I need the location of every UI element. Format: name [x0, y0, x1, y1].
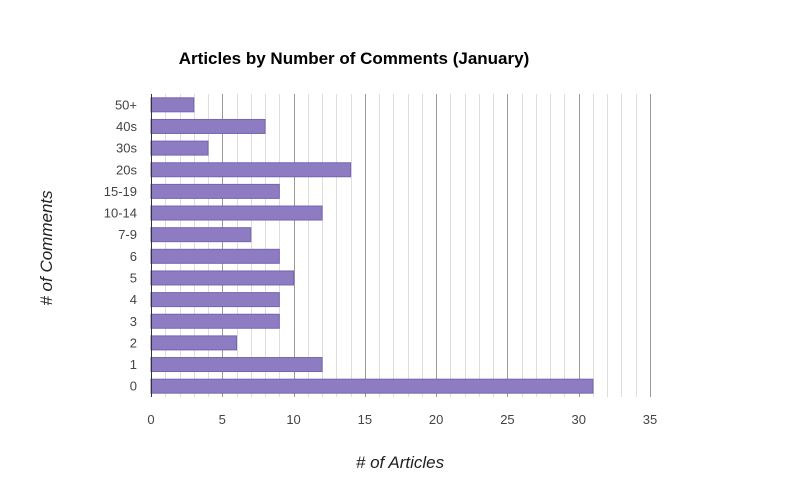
bar-3: [150, 313, 280, 329]
y-tick-label: 15-19: [104, 184, 137, 199]
bar-10-14: [150, 205, 323, 221]
bar-15-19: [150, 183, 280, 199]
y-tick-label: 7-9: [118, 227, 137, 242]
x-tick-label: 0: [147, 412, 154, 427]
bar-1: [150, 357, 323, 373]
y-tick-label: 40s: [116, 119, 137, 134]
bar-20s: [150, 162, 352, 178]
y-tick-label: 1: [130, 357, 137, 372]
y-tick-label: 2: [130, 335, 137, 350]
x-axis-label: # of Articles: [356, 453, 445, 472]
bar-40s: [150, 118, 266, 134]
bar-30s: [150, 140, 209, 156]
bar-0: [150, 378, 594, 394]
y-tick-label: 4: [130, 292, 137, 307]
bar-7-9: [150, 227, 252, 243]
x-tick-label: 25: [500, 412, 514, 427]
y-tick-label: 3: [130, 314, 137, 329]
y-tick-label: 0: [130, 379, 137, 394]
bar-5: [150, 270, 295, 286]
bar-6: [150, 248, 280, 264]
y-tick-label: 50+: [115, 97, 137, 112]
bars: [150, 97, 594, 394]
chart-title: Articles by Number of Comments (January): [179, 49, 529, 68]
x-tick-labels: 0 5 10 15 20 25 30 35: [147, 412, 657, 427]
y-tick-label: 6: [130, 249, 137, 264]
y-tick-label: 20s: [116, 162, 137, 177]
y-axis-label: # of Comments: [37, 190, 56, 306]
x-tick-label: 15: [358, 412, 372, 427]
bar-2: [150, 335, 238, 351]
x-tick-label: 5: [219, 412, 226, 427]
y-tick-label: 10-14: [104, 206, 137, 221]
x-tick-label: 30: [571, 412, 585, 427]
bar-50+: [150, 97, 195, 113]
x-tick-label: 10: [286, 412, 300, 427]
y-tick-label: 5: [130, 270, 137, 285]
y-tick-label: 30s: [116, 141, 137, 156]
grid: [165, 94, 651, 397]
bar-4: [150, 292, 280, 308]
x-tick-label: 35: [643, 412, 657, 427]
y-tick-labels: 50+ 40s 30s 20s 15-19 10-14 7-9 6 5 4 3 2 1 0: [104, 97, 138, 393]
x-tick-label: 20: [429, 412, 443, 427]
